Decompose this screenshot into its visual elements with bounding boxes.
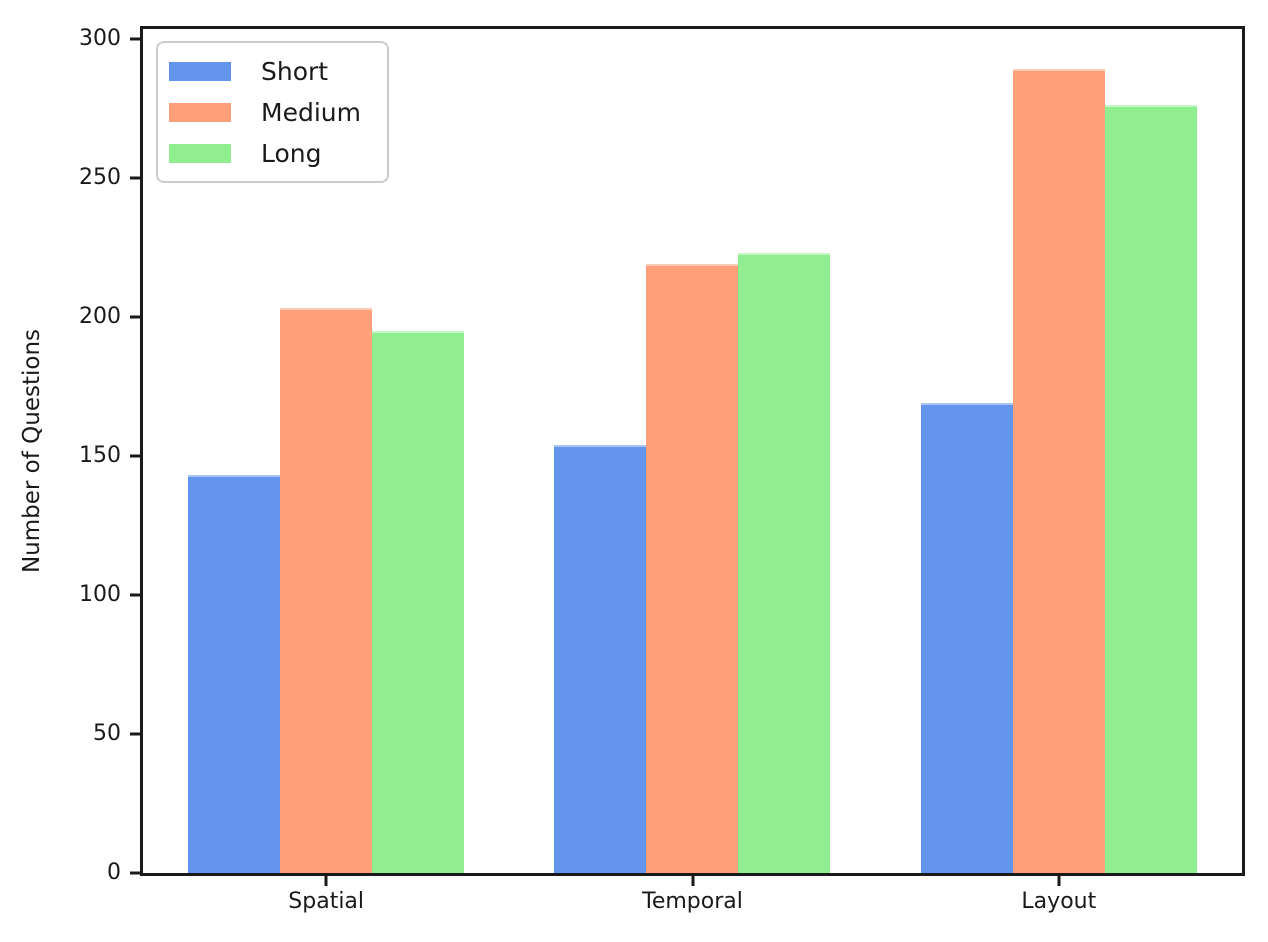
y-tick-label-300: 300: [79, 25, 121, 51]
bar-long-layout: [1104, 105, 1197, 873]
legend-item-long: Long: [169, 134, 361, 172]
legend-item-medium: Medium: [169, 93, 361, 131]
legend-label-short: Short: [261, 56, 329, 86]
bar-long-temporal: [738, 252, 831, 873]
bar-short-temporal: [554, 444, 647, 873]
legend-item-short: Short: [169, 52, 361, 90]
bar-medium-temporal: [646, 264, 739, 873]
legend-swatch-short: [169, 61, 231, 81]
x-tick-label-spatial: Spatial: [288, 889, 365, 914]
x-tick-mark-spatial: [324, 876, 328, 886]
y-tick-label-50: 50: [93, 720, 121, 746]
x-tick-mark-layout: [1057, 876, 1061, 886]
y-tick-mark-150: [130, 454, 140, 458]
y-tick-label-200: 200: [79, 303, 121, 329]
y-tick-mark-50: [130, 732, 140, 736]
y-axis-label: Number of Questions: [19, 328, 45, 574]
bar-group-temporal: [509, 29, 875, 873]
legend-label-long: Long: [261, 138, 322, 168]
x-tick-label-layout: Layout: [1021, 889, 1097, 914]
y-tick-label-100: 100: [79, 581, 121, 607]
bar-group-layout: [876, 29, 1242, 873]
bar-medium-layout: [1012, 69, 1105, 873]
bar-medium-spatial: [280, 308, 373, 873]
bar-group-spatial: [143, 29, 509, 873]
y-tick-mark-0: [130, 871, 140, 875]
legend: Short Medium Long: [156, 41, 389, 183]
legend-label-medium: Medium: [261, 97, 361, 127]
legend-swatch-medium: [169, 102, 231, 122]
y-tick-mark-300: [130, 37, 140, 41]
bar-groups: [143, 29, 1242, 873]
legend-swatch-long: [169, 143, 231, 163]
bar-short-layout: [920, 403, 1013, 873]
plot-area: 0 50 100 150 200 250 300 Spatial Temporal Layout…: [79, 26, 1245, 914]
x-tick-label-temporal: Temporal: [642, 889, 743, 914]
bar-short-spatial: [188, 475, 281, 873]
x-tick-mark-temporal: [691, 876, 694, 886]
y-tick-mark-100: [130, 593, 140, 597]
y-tick-mark-200: [130, 315, 140, 319]
bar-long-spatial: [372, 330, 465, 873]
y-tick-label-150: 150: [79, 442, 121, 468]
y-tick-label-0: 0: [107, 860, 121, 885]
y-tick-label-250: 250: [79, 164, 121, 190]
y-tick-mark-250: [130, 176, 140, 180]
